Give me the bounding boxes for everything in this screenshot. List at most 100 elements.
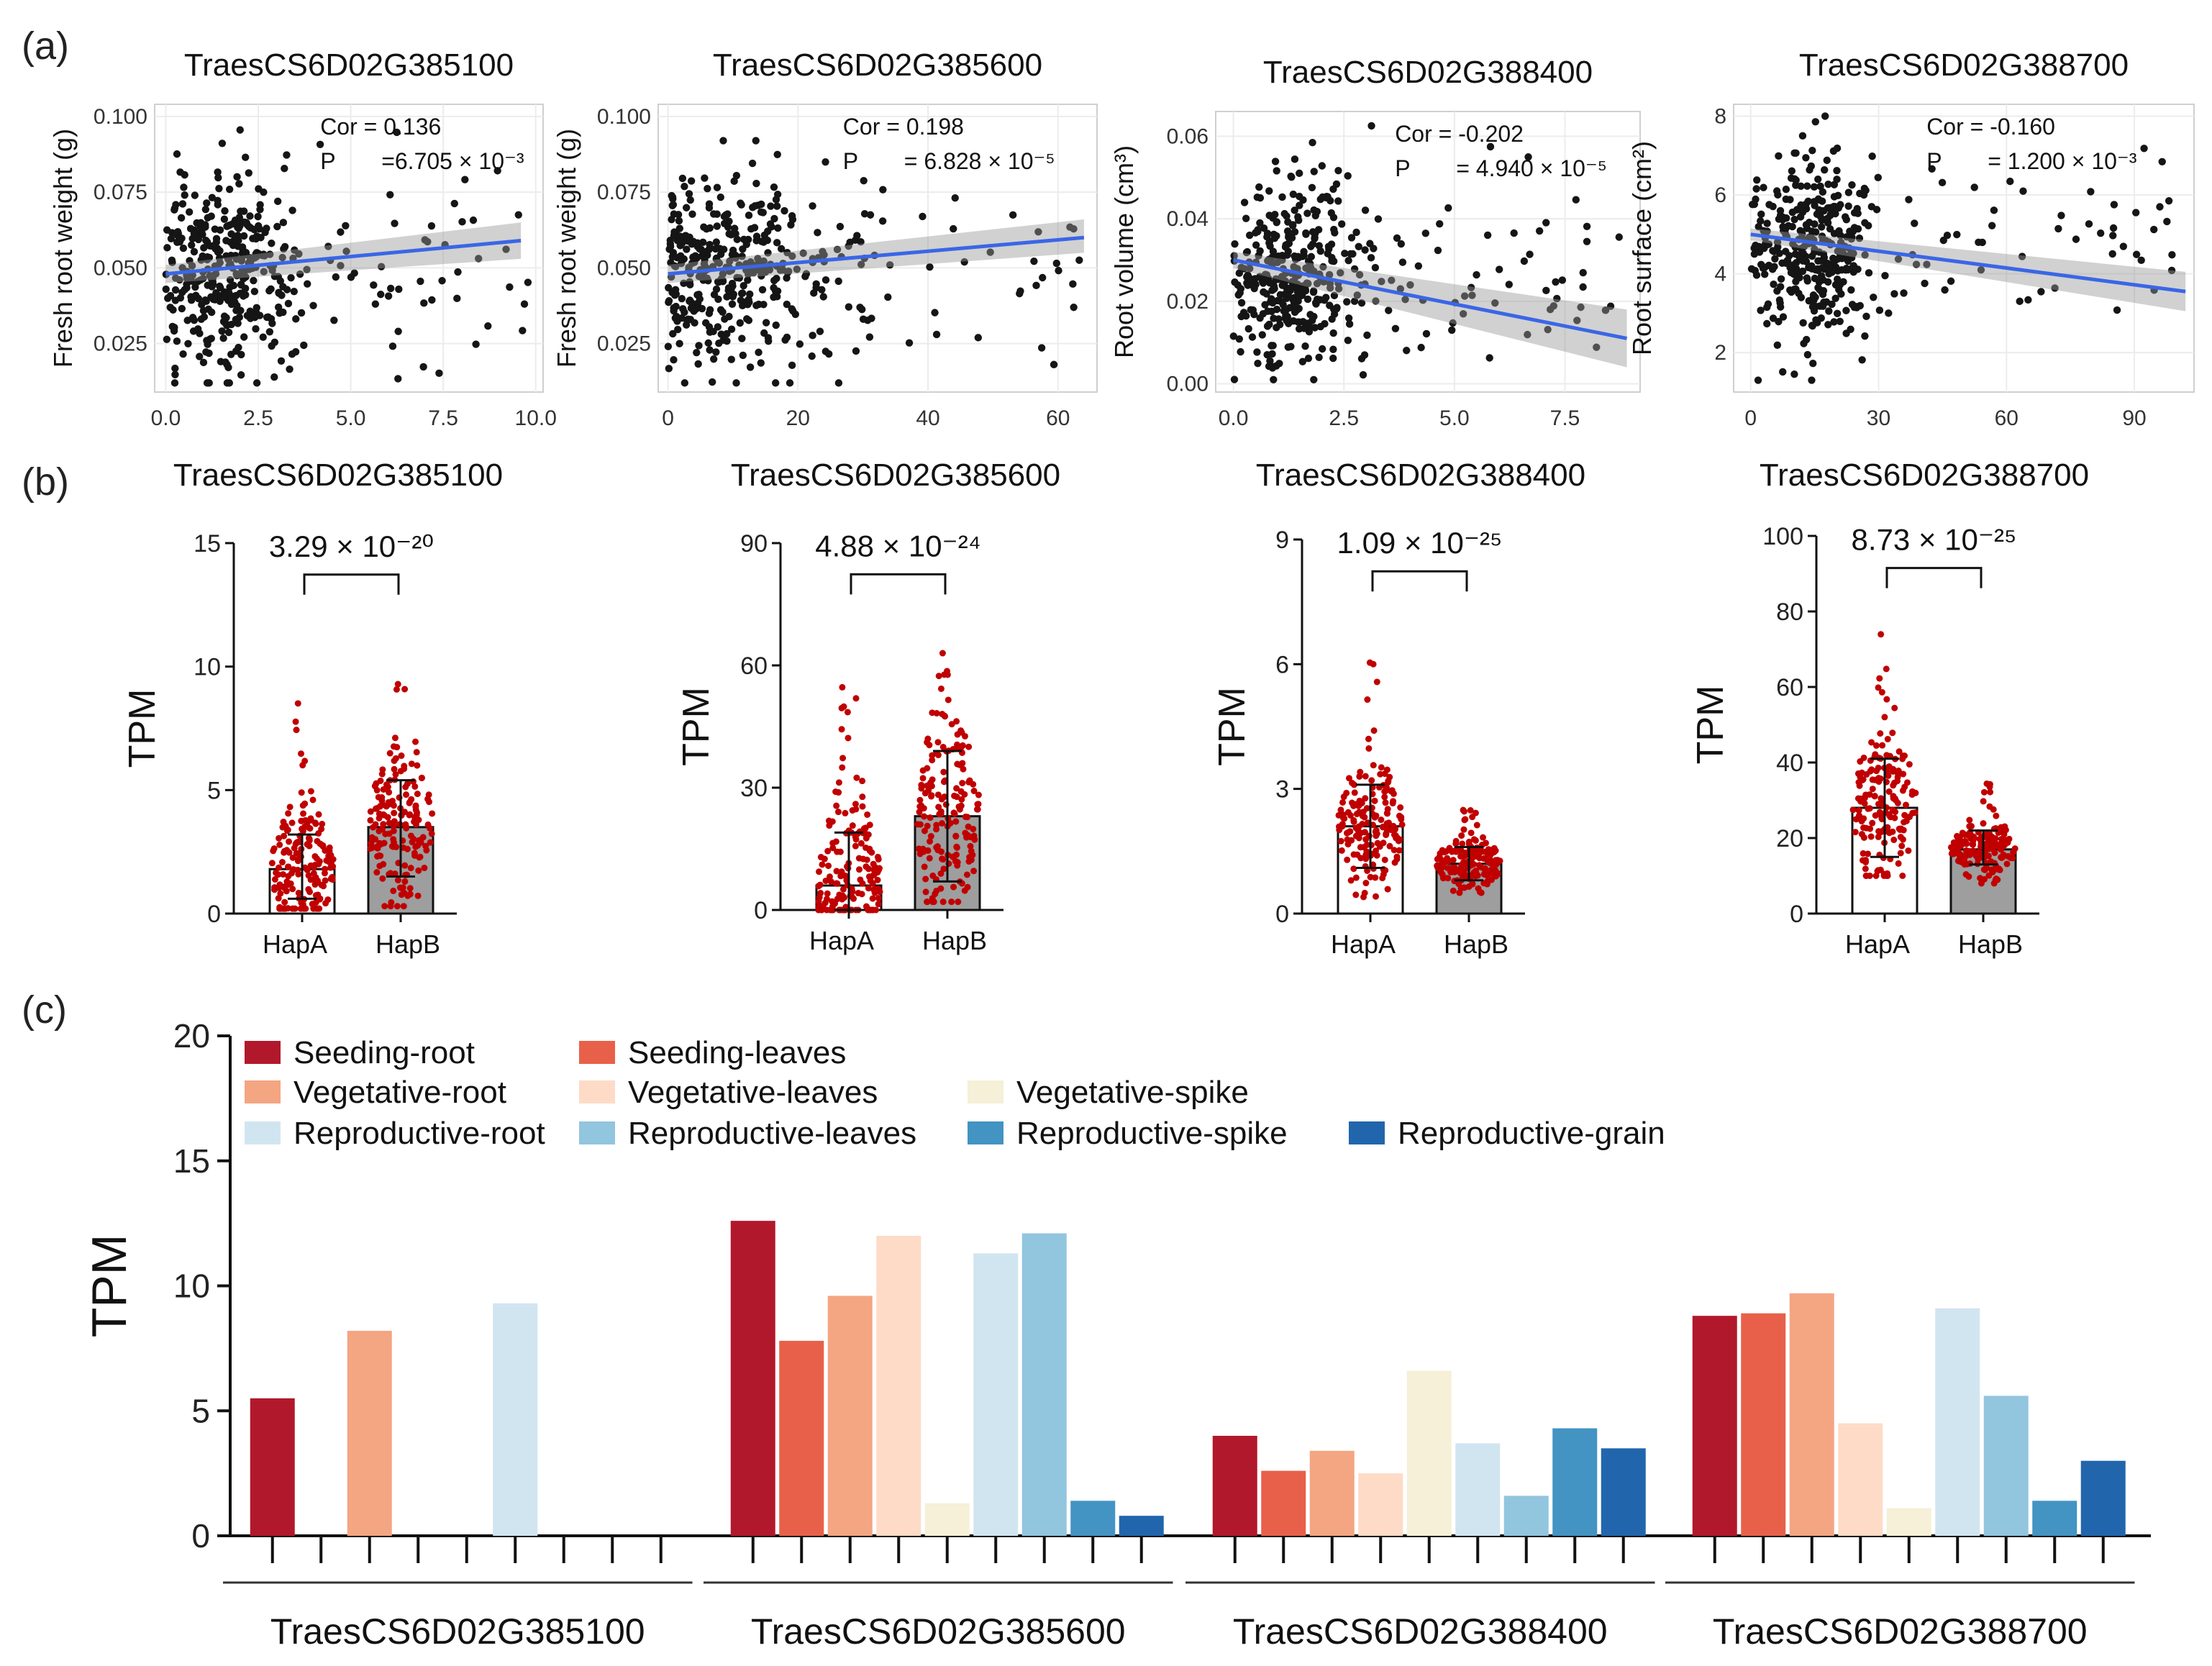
data-point — [829, 839, 837, 847]
data-point — [404, 845, 411, 852]
data-point — [1868, 766, 1875, 773]
data-point — [217, 284, 224, 292]
data-point — [1434, 246, 1442, 255]
data-point — [936, 811, 943, 818]
data-point — [171, 296, 180, 304]
data-point — [1777, 275, 1785, 283]
bar-reproductive-root — [1455, 1443, 1501, 1536]
data-point — [1804, 197, 1812, 205]
data-point — [852, 801, 859, 808]
data-point — [278, 253, 286, 262]
data-point — [932, 330, 941, 339]
data-point — [1304, 354, 1313, 363]
data-point — [1339, 823, 1346, 830]
bar-reproductive-spike — [2032, 1501, 2077, 1536]
data-point — [1465, 838, 1473, 845]
bar-seeding-root — [1212, 1436, 1257, 1536]
data-point — [1951, 850, 1958, 857]
data-point — [678, 239, 686, 247]
data-point — [265, 287, 273, 295]
data-point — [421, 865, 428, 872]
data-point — [1310, 168, 1318, 176]
bar-reproductive-grain — [1601, 1448, 1646, 1536]
data-point — [929, 757, 936, 764]
chart-title: TraesCS6D02G385600 — [731, 458, 1060, 493]
data-point — [1030, 257, 1038, 265]
data-point — [191, 191, 199, 199]
data-point — [2003, 860, 2011, 868]
data-point — [1802, 221, 1811, 229]
y-axis-label: Root surface (cm²) — [1627, 141, 1657, 355]
data-point — [696, 295, 704, 303]
data-point — [234, 232, 242, 240]
data-point — [268, 240, 276, 247]
data-point — [386, 284, 395, 293]
data-point — [686, 281, 694, 289]
data-point — [1329, 345, 1337, 353]
data-point — [1817, 257, 1826, 265]
data-point — [1947, 844, 1954, 851]
data-point — [1361, 206, 1370, 214]
data-point — [222, 237, 230, 245]
data-point — [1817, 272, 1826, 280]
data-point — [435, 369, 443, 378]
significance-bracket — [1371, 570, 1468, 592]
data-point — [1849, 268, 1857, 276]
y-tick-label: 0 — [1790, 901, 1803, 928]
data-point — [770, 283, 778, 292]
data-point — [179, 350, 187, 358]
y-tick-label: 100 — [1762, 523, 1803, 550]
data-point — [669, 201, 678, 209]
data-point — [1329, 185, 1337, 194]
data-point — [236, 126, 244, 134]
data-point — [938, 848, 945, 855]
data-point — [1329, 329, 1337, 337]
data-point — [1341, 815, 1348, 822]
data-point — [388, 898, 395, 906]
data-point — [173, 337, 181, 345]
data-point — [1288, 278, 1296, 286]
data-point — [1857, 758, 1864, 765]
data-point — [252, 235, 260, 243]
data-point — [1775, 152, 1783, 160]
data-point — [417, 277, 424, 286]
data-point — [963, 871, 970, 878]
data-point — [829, 845, 837, 852]
data-point — [928, 783, 935, 790]
data-point — [368, 834, 376, 841]
data-point — [484, 322, 492, 330]
data-point — [2167, 266, 2176, 275]
data-point — [1802, 154, 1810, 162]
data-point — [712, 238, 721, 246]
data-point — [1808, 146, 1816, 155]
data-point — [1055, 266, 1062, 275]
y-tick-label: 0.075 — [94, 181, 147, 204]
data-point — [392, 770, 399, 778]
data-point — [288, 206, 296, 214]
data-point — [1372, 874, 1379, 881]
data-point — [1811, 293, 1819, 301]
group-label: TraesCS6D02G385600 — [751, 1611, 1126, 1652]
data-point — [938, 820, 945, 827]
data-point — [166, 304, 174, 311]
data-point — [279, 870, 286, 878]
data-point — [240, 333, 248, 341]
data-point — [953, 785, 960, 792]
data-point — [1773, 341, 1782, 350]
data-point — [1052, 259, 1060, 268]
x-tick-label: 40 — [916, 406, 939, 430]
data-point — [1849, 262, 1858, 270]
data-point — [1016, 287, 1024, 295]
data-point — [1811, 265, 1820, 274]
data-point — [672, 229, 681, 237]
data-point — [1878, 631, 1885, 638]
data-point — [1862, 865, 1869, 873]
data-point — [1754, 222, 1762, 231]
data-point — [816, 894, 823, 901]
data-point — [1883, 665, 1890, 673]
data-point — [173, 231, 182, 240]
data-point — [1294, 213, 1302, 221]
data-point — [859, 880, 866, 887]
data-point — [371, 300, 380, 308]
data-point — [865, 865, 872, 873]
